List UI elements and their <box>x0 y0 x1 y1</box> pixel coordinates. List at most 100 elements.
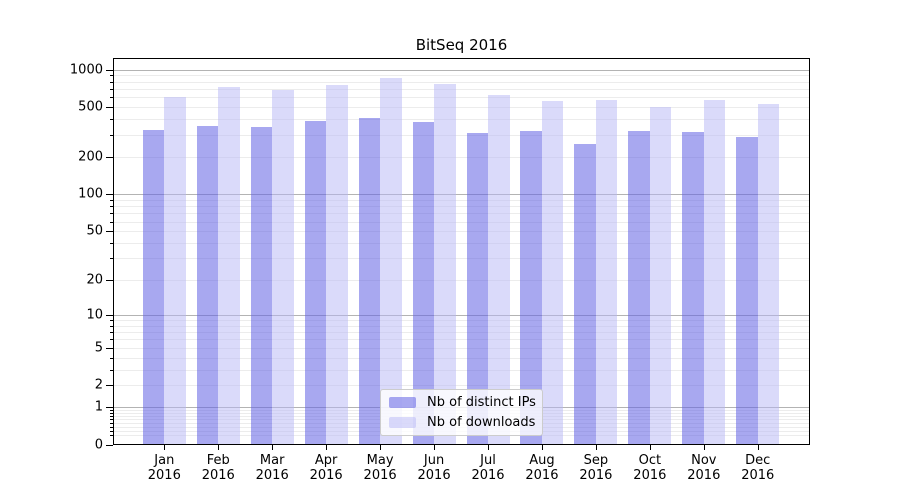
y-minor-tick <box>109 97 113 99</box>
gridline-minor <box>113 134 810 136</box>
y-minor-tick <box>109 331 113 333</box>
y-minor-tick <box>109 413 113 415</box>
y-minor-tick <box>109 213 113 215</box>
x-tick-label: Apr 2016 <box>309 453 343 483</box>
legend-swatch-distinct-ips <box>389 397 416 408</box>
x-tick <box>272 445 274 450</box>
gridline-minor <box>113 119 810 121</box>
gridline-minor <box>113 369 810 371</box>
y-minor-tick <box>109 410 113 412</box>
y-minor-tick <box>109 419 113 421</box>
x-tick <box>380 445 382 450</box>
x-tick-label: Jun 2016 <box>417 453 451 483</box>
y-minor-tick <box>109 426 113 428</box>
y-minor-tick <box>109 416 113 418</box>
y-tick-label: 0 <box>94 437 103 453</box>
gridline-minor <box>113 331 810 333</box>
gridline-minor <box>113 107 810 109</box>
x-tick <box>218 445 220 450</box>
y-tick-label: 2 <box>94 377 103 393</box>
y-minor-tick <box>109 258 113 260</box>
plot-area <box>113 58 810 445</box>
y-minor-tick <box>109 422 113 424</box>
gridline-major <box>113 69 810 71</box>
gridline-major <box>113 314 810 316</box>
gridline-minor <box>113 75 810 77</box>
y-minor-tick <box>109 435 113 437</box>
bar-distinct-ips-jan <box>142 129 165 445</box>
bar-distinct-ips-dec <box>736 136 758 445</box>
bar-distinct-ips-mar <box>250 127 273 445</box>
gridline-minor <box>113 385 810 387</box>
gridline-minor <box>113 357 810 359</box>
gridline-minor <box>113 243 810 245</box>
x-tick-label: Mar 2016 <box>255 453 289 483</box>
y-tick-label: 50 <box>86 223 103 239</box>
x-tick-label: Jul 2016 <box>471 453 505 483</box>
bar-distinct-ips-oct <box>628 131 650 445</box>
gridline-minor <box>113 279 810 281</box>
x-tick-label: Aug 2016 <box>525 453 559 483</box>
bar-downloads-dec <box>757 103 780 445</box>
bar-downloads-jul <box>488 95 510 445</box>
y-tick <box>106 445 113 446</box>
legend: Nb of distinct IPs Nb of downloads <box>380 389 543 436</box>
y-tick-label: 5 <box>94 340 103 356</box>
y-minor-tick <box>109 119 113 121</box>
x-tick-label: Feb 2016 <box>201 453 235 483</box>
bar-distinct-ips-aug <box>520 131 542 445</box>
y-tick <box>106 156 113 158</box>
gridline-minor <box>113 339 810 341</box>
y-minor-tick <box>109 134 113 136</box>
bar-distinct-ips-may <box>358 117 381 445</box>
y-minor-tick <box>109 369 113 371</box>
y-minor-tick <box>109 243 113 245</box>
x-tick <box>703 445 705 450</box>
x-tick-label: Jan 2016 <box>147 453 181 483</box>
bar-distinct-ips-jun <box>412 122 435 445</box>
y-tick-label: 200 <box>78 149 103 165</box>
y-tick <box>106 407 113 409</box>
bar-downloads-nov <box>703 100 726 445</box>
gridline-minor <box>113 199 810 201</box>
gridline-minor <box>113 81 810 83</box>
x-tick-label: Oct 2016 <box>633 453 667 483</box>
y-minor-tick <box>109 199 113 201</box>
bar-downloads-jan <box>164 97 186 445</box>
y-tick <box>106 385 113 387</box>
bar-downloads-mar <box>272 90 294 445</box>
x-tick-label: Sep 2016 <box>579 453 613 483</box>
y-minor-tick <box>109 75 113 77</box>
y-tick-label: 20 <box>86 272 103 288</box>
y-tick <box>106 69 113 71</box>
y-minor-tick <box>109 206 113 208</box>
gridline-minor <box>113 319 810 321</box>
y-tick-label: 100 <box>78 186 103 202</box>
gridline-minor <box>113 156 810 158</box>
y-tick <box>106 194 113 196</box>
gridline-minor <box>113 258 810 260</box>
y-minor-tick <box>109 325 113 327</box>
legend-label-downloads: Nb of downloads <box>427 414 536 430</box>
x-tick <box>541 445 543 450</box>
y-tick <box>106 314 113 316</box>
bar-distinct-ips-jul <box>466 133 488 445</box>
bar-downloads-may <box>380 78 402 445</box>
x-tick <box>434 445 436 450</box>
y-tick-label: 1000 <box>69 62 103 77</box>
bar-downloads-aug <box>541 100 564 445</box>
gridline-minor <box>113 97 810 99</box>
y-minor-tick <box>109 319 113 321</box>
legend-item-distinct-ips: Nb of distinct IPs <box>389 394 536 410</box>
legend-label-distinct-ips: Nb of distinct IPs <box>427 394 536 410</box>
y-tick <box>106 231 113 233</box>
legend-swatch-downloads <box>389 417 416 428</box>
gridline-minor <box>113 231 810 233</box>
y-tick <box>106 279 113 281</box>
bar-distinct-ips-apr <box>304 120 327 445</box>
x-tick <box>595 445 597 450</box>
y-tick <box>106 107 113 109</box>
bar-distinct-ips-feb <box>196 125 219 445</box>
legend-item-downloads: Nb of downloads <box>389 414 536 430</box>
y-minor-tick <box>109 88 113 90</box>
